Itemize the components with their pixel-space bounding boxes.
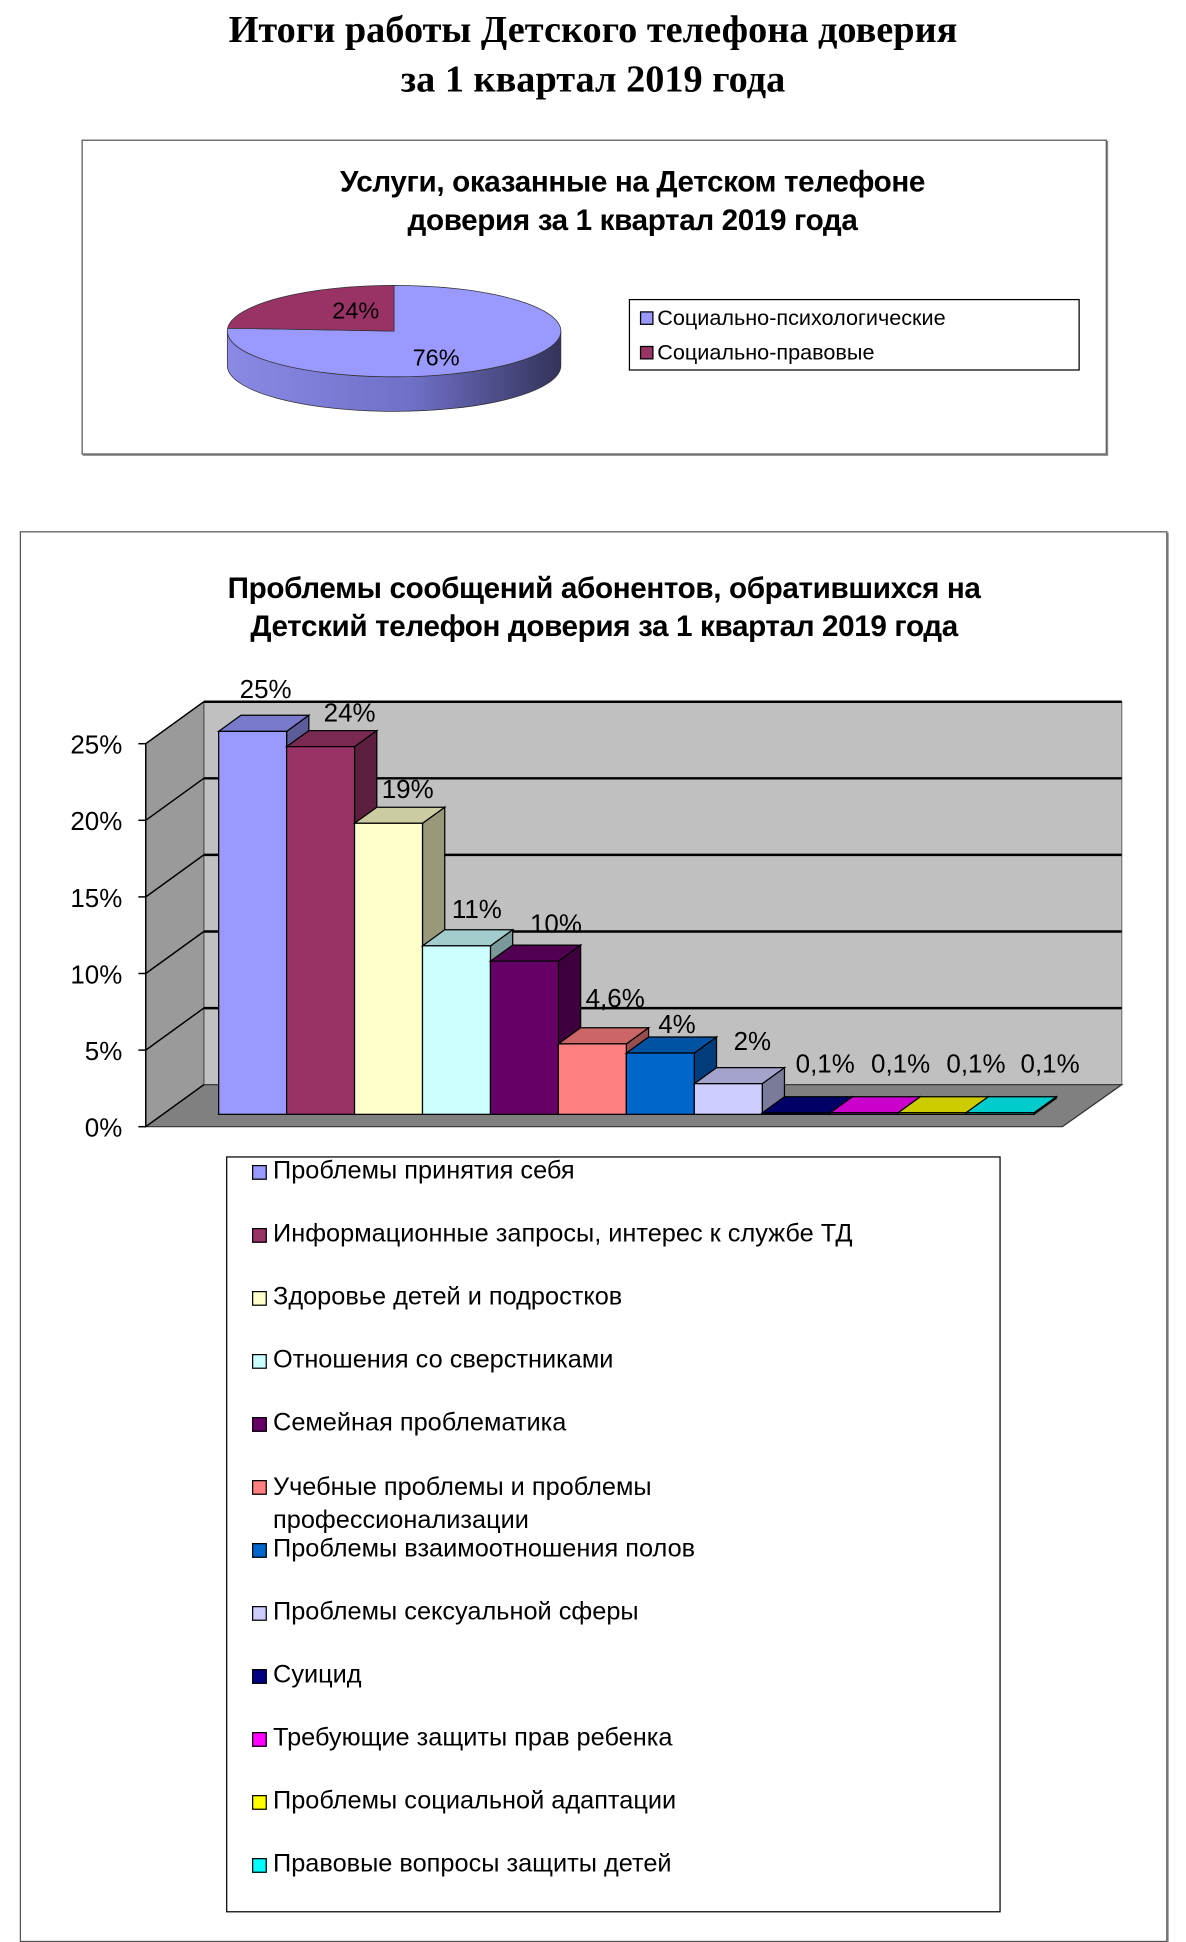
pie-legend-item: Социально-правовые bbox=[639, 338, 875, 365]
side-wall bbox=[145, 700, 205, 1128]
pie-data-label: 76% bbox=[413, 345, 460, 371]
bar-legend: Проблемы принятия себя Информационные зап… bbox=[226, 1156, 1001, 1913]
bar-front bbox=[489, 960, 560, 1115]
pie-chart: 76% 24% bbox=[226, 285, 562, 412]
bar-data-label: 10% bbox=[530, 911, 582, 939]
legend-swatch bbox=[252, 1164, 267, 1180]
bar-data-label: 11% bbox=[452, 896, 502, 924]
legend-label: Проблемы принятия себя bbox=[273, 1156, 575, 1185]
tick-line bbox=[145, 701, 205, 745]
bar-front bbox=[285, 746, 356, 1115]
legend-label: Требующие защиты прав ребенка bbox=[273, 1723, 673, 1752]
legend-label: Социально-психологические bbox=[657, 305, 946, 330]
bar-front bbox=[218, 730, 288, 1115]
y-tick-label: 0% bbox=[85, 1115, 123, 1143]
bar-front bbox=[693, 1083, 763, 1115]
y-tick-label: 10% bbox=[70, 961, 122, 989]
legend-swatch bbox=[252, 1227, 267, 1243]
y-tick-label: 15% bbox=[70, 885, 122, 913]
pie-chart-title: Услуги, оказанные на Детском телефоне до… bbox=[83, 163, 1183, 240]
bar-data-label: 0,1% bbox=[796, 1050, 855, 1078]
legend-swatch bbox=[252, 1290, 267, 1306]
tick-line bbox=[145, 1007, 205, 1051]
legend-swatch bbox=[639, 311, 654, 325]
legend-swatch bbox=[252, 1353, 267, 1369]
legend-label: Правовые вопросы защиты детей bbox=[273, 1849, 672, 1878]
legend-swatch bbox=[252, 1795, 267, 1810]
legend-label: Проблемы социальной адаптации bbox=[273, 1786, 677, 1815]
legend-label: Здоровье детей и подростков bbox=[273, 1282, 623, 1311]
bar-data-label: 0,1% bbox=[946, 1050, 1005, 1078]
bar-front bbox=[965, 1112, 1035, 1115]
tick-line bbox=[145, 854, 205, 898]
tick-line bbox=[145, 930, 205, 975]
legend-swatch bbox=[252, 1417, 267, 1432]
legend-label: Информационные запросы, интерес к службе… bbox=[273, 1219, 853, 1248]
legend-label: Учебные проблемы и проблемы профессионал… bbox=[273, 1472, 652, 1535]
bar-front bbox=[897, 1112, 967, 1115]
legend-swatch bbox=[252, 1480, 267, 1495]
legend-label: Отношения со сверстниками bbox=[273, 1345, 614, 1374]
pie-slice-social-psychological bbox=[226, 285, 562, 378]
tick-line bbox=[145, 777, 205, 821]
bar-data-label: 0,1% bbox=[1021, 1050, 1080, 1078]
legend-label: Социально-правовые bbox=[657, 339, 875, 365]
bar-data-label: 24% bbox=[324, 699, 376, 727]
bar-front bbox=[625, 1052, 695, 1115]
pie-chart-panel: Услуги, оказанные на Детском телефоне до… bbox=[81, 139, 1107, 455]
legend-label: Проблемы сексуальной сферы bbox=[273, 1597, 639, 1626]
bar-data-label: 4% bbox=[658, 1011, 696, 1039]
legend-label: Суицид bbox=[273, 1660, 362, 1689]
pie-title-line-2: доверия за 1 квартал 2019 года bbox=[407, 203, 858, 238]
legend-label: Проблемы взаимоотношения полов bbox=[273, 1534, 696, 1563]
pie-legend: Социально-психологические Социально-прав… bbox=[628, 298, 1080, 371]
legend-swatch bbox=[252, 1669, 267, 1684]
legend-swatch bbox=[639, 345, 654, 360]
legend-swatch bbox=[252, 1543, 267, 1558]
bar-title-line-2: Детский телефон доверия за 1 квартал 201… bbox=[250, 610, 958, 644]
tick-line bbox=[145, 1084, 205, 1128]
y-tick-label: 20% bbox=[70, 808, 122, 836]
bar-title-line-1: Проблемы сообщений абонентов, обративших… bbox=[227, 571, 981, 606]
page-title-line-1: Итоги работы Детского телефона доверия bbox=[228, 7, 958, 51]
legend-label: Семейная проблематика bbox=[273, 1408, 567, 1437]
page-title-line-2: за 1 квартал 2019 года bbox=[400, 56, 786, 101]
legend-swatch bbox=[252, 1858, 267, 1873]
bar-front bbox=[557, 1043, 627, 1115]
pie-slice-social-legal bbox=[227, 285, 395, 332]
bar bbox=[964, 1095, 1059, 1116]
bar-front bbox=[829, 1112, 899, 1115]
bar-data-label: 25% bbox=[240, 676, 292, 704]
bar bbox=[692, 1066, 787, 1116]
pie-data-label: 24% bbox=[332, 298, 379, 324]
bar-chart-title: Проблемы сообщений абонентов, обративших… bbox=[21, 570, 1186, 647]
legend-swatch bbox=[252, 1732, 267, 1747]
bar-front bbox=[761, 1112, 831, 1115]
pie-title-line-1: Услуги, оказанные на Детском телефоне bbox=[340, 165, 926, 199]
pie-legend-item: Социально-психологические bbox=[639, 304, 946, 331]
y-tick-label: 25% bbox=[70, 732, 122, 760]
bar-data-label: 4,6% bbox=[586, 985, 645, 1013]
page-title: Итоги работы Детского телефона доверия з… bbox=[0, 5, 1186, 104]
bar-front bbox=[421, 945, 492, 1115]
bar-data-label: 2% bbox=[734, 1028, 772, 1056]
bar-front bbox=[353, 822, 424, 1115]
legend-swatch bbox=[252, 1606, 267, 1621]
bar-data-label: 19% bbox=[382, 776, 434, 804]
y-tick-label: 5% bbox=[85, 1038, 123, 1066]
bar-data-label: 0,1% bbox=[871, 1050, 930, 1078]
